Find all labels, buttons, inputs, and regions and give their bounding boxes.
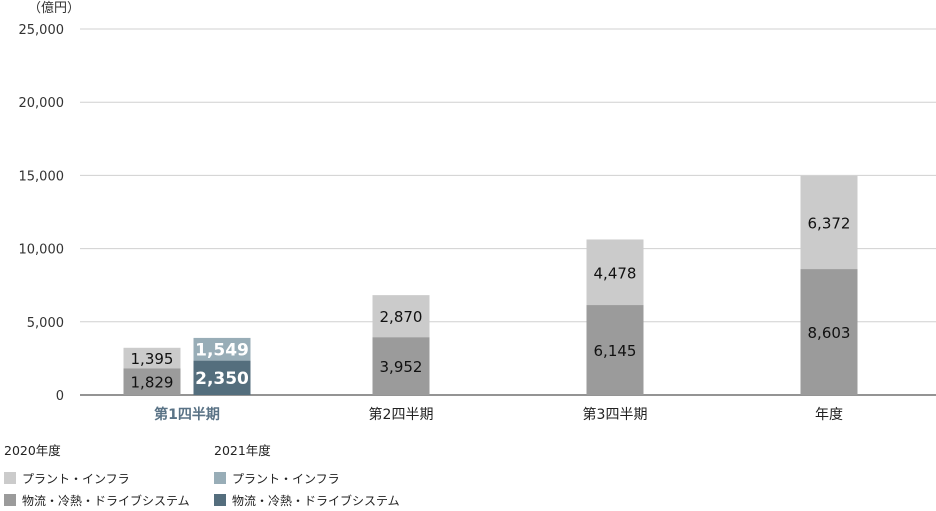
y-tick-label: 10,000: [19, 243, 65, 258]
legend-2021-logistics-label: 物流・冷熱・ドライブシステム: [232, 493, 400, 508]
legend-2021-logistics: 物流・冷熱・ドライブシステム: [214, 489, 444, 511]
legend-2020-logistics-swatch: [4, 494, 16, 506]
x-tick-label: 第1四半期: [154, 406, 220, 423]
x-tick-label: 年度: [815, 407, 843, 423]
bar-segment: [800, 269, 858, 395]
legend-2021-plant-label: プラント・インフラ: [232, 471, 340, 486]
y-tick-label: 25,000: [19, 23, 65, 38]
y-tick-label: 5,000: [27, 316, 64, 331]
bar-segment: [372, 295, 430, 338]
legend-2021-logistics-swatch: [214, 494, 226, 506]
data-label: 1,395: [131, 350, 174, 368]
y-tick-label: 15,000: [19, 169, 65, 184]
legend-2020-title: 2020年度: [4, 443, 61, 458]
y-axis-unit: （億円）: [28, 0, 80, 16]
legend-2020-plant: プラント・インフラ: [4, 467, 234, 489]
data-label: 8,603: [808, 324, 851, 342]
bar-segment: [193, 337, 251, 361]
data-label: 3,952: [380, 358, 423, 376]
data-label: 1,549: [195, 340, 249, 360]
data-label: 6,145: [594, 342, 637, 360]
x-tick-label: 第2四半期: [369, 406, 434, 423]
bar-segment: [586, 305, 644, 395]
legend-2021: 2021年度 プラント・インフラ 物流・冷熱・ドライブシステム: [214, 440, 444, 511]
legend-2020-logistics-label: 物流・冷熱・ドライブシステム: [22, 493, 190, 508]
bar-segment: [800, 175, 858, 270]
legend-2021-plant: プラント・インフラ: [214, 467, 444, 489]
legend-2020: 2020年度 プラント・インフラ 物流・冷熱・ドライブシステム: [4, 440, 234, 511]
legend-2020-logistics: 物流・冷熱・ドライブシステム: [4, 489, 234, 511]
data-label: 2,350: [195, 369, 249, 389]
bar-segment: [123, 347, 181, 369]
data-label: 6,372: [808, 214, 851, 232]
bar-segment: [123, 368, 181, 395]
y-tick-label: 0: [56, 389, 64, 404]
data-label: 4,478: [594, 264, 637, 282]
legend-2020-plant-swatch: [4, 472, 16, 484]
x-tick-label: 第3四半期: [583, 406, 648, 423]
data-label: 1,829: [131, 374, 174, 392]
bar-chart: （億円） 0 5,000 10,000 15,000 20,000 25,000 1,829 1…: [19, 0, 936, 423]
data-label: 2,870: [380, 308, 423, 326]
bar-segment: [193, 360, 251, 395]
bar-segment: [372, 337, 430, 395]
legend-2021-plant-swatch: [214, 472, 226, 484]
y-tick-label: 20,000: [19, 96, 65, 111]
bar-segment: [586, 239, 644, 306]
legend-2021-title: 2021年度: [214, 443, 271, 458]
legend-2020-plant-label: プラント・インフラ: [22, 471, 130, 486]
